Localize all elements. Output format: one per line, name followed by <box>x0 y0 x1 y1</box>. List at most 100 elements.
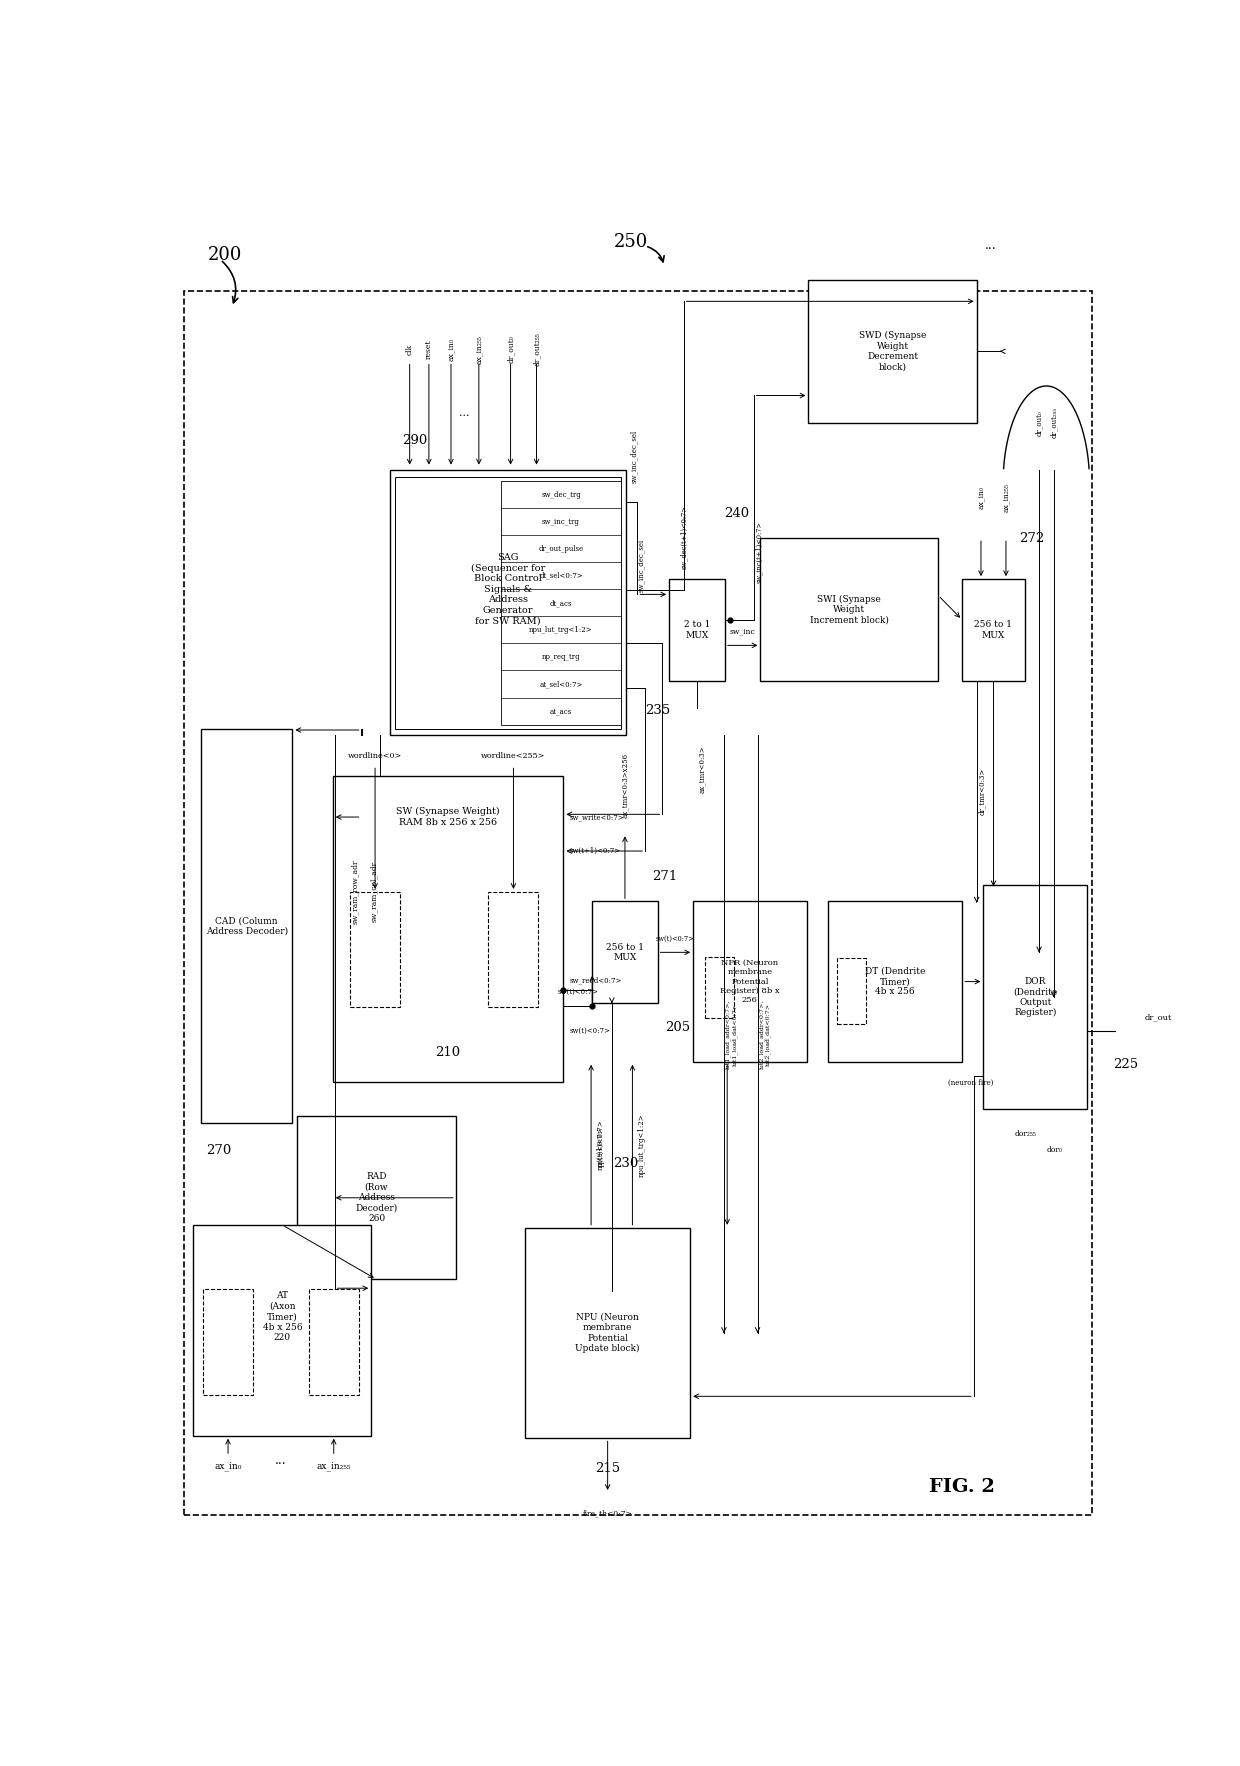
Text: npu_lut_trg<1:2>: npu_lut_trg<1:2> <box>639 1113 646 1176</box>
Text: dt_acs: dt_acs <box>549 599 573 608</box>
Bar <box>193 1226 371 1436</box>
Text: sw_ram_col_adr: sw_ram_col_adr <box>370 862 378 922</box>
Text: sw_inc(t+1)<0:7>: sw_inc(t+1)<0:7> <box>754 521 763 583</box>
Text: 225: 225 <box>1114 1058 1138 1072</box>
Text: SWI (Synapse
Weight
Increment block): SWI (Synapse Weight Increment block) <box>810 595 889 625</box>
Text: ax_in₂₅₅: ax_in₂₅₅ <box>475 336 482 364</box>
Text: sw_inc: sw_inc <box>730 627 755 636</box>
Text: DOR
(Dendrite
Output
Register): DOR (Dendrite Output Register) <box>1013 977 1058 1017</box>
Bar <box>593 901 657 1003</box>
Text: ax_in₀: ax_in₀ <box>446 337 455 360</box>
Text: SWD (Synapse
Weight
Decrement
block): SWD (Synapse Weight Decrement block) <box>859 332 926 371</box>
Bar <box>350 892 401 1007</box>
Text: 240: 240 <box>724 507 749 521</box>
Text: dr_out₂₅₅: dr_out₂₅₅ <box>532 332 541 366</box>
Bar <box>760 539 939 682</box>
Text: 256 to 1
MUX: 256 to 1 MUX <box>975 620 1013 639</box>
Bar <box>203 1289 253 1395</box>
Text: 2 to 1
MUX: 2 to 1 MUX <box>683 620 711 639</box>
Text: dr_out₀: dr_out₀ <box>1035 410 1043 436</box>
Text: 270: 270 <box>206 1144 231 1157</box>
Text: sw_ram_row_adr: sw_ram_row_adr <box>351 860 358 924</box>
Text: lut1_load_addr<0:7>,
lut1_load_dat<0:7>: lut1_load_addr<0:7>, lut1_load_dat<0:7> <box>725 1000 738 1068</box>
Bar <box>332 777 563 1083</box>
Bar <box>391 470 626 735</box>
Text: sw_inc_dec_sel: sw_inc_dec_sel <box>630 431 637 484</box>
Bar <box>837 959 866 1024</box>
Bar <box>828 901 962 1061</box>
Text: sw(t)<0:7>: sw(t)<0:7> <box>569 1026 610 1035</box>
Text: np(t+1)<0:7>: np(t+1)<0:7> <box>596 1120 605 1171</box>
Text: SAG
(Sequencer for
Block Control
Signals &
Address
Generator
for SW RAM): SAG (Sequencer for Block Control Signals… <box>471 553 546 625</box>
Text: 256 to 1
MUX: 256 to 1 MUX <box>606 943 644 962</box>
Text: ax_in₀: ax_in₀ <box>215 1460 242 1471</box>
Text: ax_in₂₅₅: ax_in₂₅₅ <box>316 1460 351 1471</box>
Text: NPU (Neuron
membrane
Potential
Update block): NPU (Neuron membrane Potential Update bl… <box>575 1312 640 1353</box>
Text: 215: 215 <box>595 1462 620 1475</box>
Text: 235: 235 <box>645 705 671 717</box>
Text: at_sel<0:7>: at_sel<0:7> <box>539 680 583 689</box>
Text: sw_read<0:7>: sw_read<0:7> <box>569 977 621 984</box>
Text: (neuron fire): (neuron fire) <box>949 1079 993 1086</box>
Bar <box>983 885 1087 1109</box>
Text: fire_th<0:7>: fire_th<0:7> <box>583 1510 632 1517</box>
Text: 290: 290 <box>402 434 428 447</box>
Text: 272: 272 <box>1019 532 1044 544</box>
Text: np_req_trg: np_req_trg <box>542 653 580 660</box>
Text: dt_sel<0:7>: dt_sel<0:7> <box>539 572 583 579</box>
Text: 271: 271 <box>652 871 677 883</box>
Text: sw_dec_trg: sw_dec_trg <box>541 491 580 498</box>
Text: CAD (Column
Address Decoder): CAD (Column Address Decoder) <box>206 917 288 936</box>
Text: sw(t+1)<0:7>: sw(t+1)<0:7> <box>569 848 620 855</box>
Bar <box>501 480 621 724</box>
Text: sw_inc_trg: sw_inc_trg <box>542 517 580 526</box>
Bar <box>396 477 621 729</box>
Bar <box>201 729 293 1123</box>
Text: dor₀: dor₀ <box>1047 1146 1063 1155</box>
Text: sw_dec(t+1)<0:7>: sw_dec(t+1)<0:7> <box>680 505 687 569</box>
Text: sw_write<0:7>: sw_write<0:7> <box>569 812 624 821</box>
Text: lut2_load_addr<0:7>,
lut2_load_dat<0:7>: lut2_load_addr<0:7>, lut2_load_dat<0:7> <box>759 1000 771 1068</box>
Text: wordline<0>: wordline<0> <box>348 752 402 759</box>
Text: 200: 200 <box>208 247 242 265</box>
Bar <box>808 281 977 422</box>
Text: wordline<255>: wordline<255> <box>481 752 546 759</box>
Text: SW (Synapse Weight)
RAM 8b x 256 x 256: SW (Synapse Weight) RAM 8b x 256 x 256 <box>397 807 500 826</box>
Text: dr_out₂₅₅: dr_out₂₅₅ <box>1049 408 1058 438</box>
Text: 230: 230 <box>614 1157 639 1171</box>
Bar <box>693 901 806 1061</box>
Bar <box>704 957 734 1019</box>
Text: ...: ... <box>459 408 470 419</box>
Text: ax_tmr<0:3>x256: ax_tmr<0:3>x256 <box>621 754 629 818</box>
Text: sw(t)<0:7>: sw(t)<0:7> <box>558 989 598 996</box>
Text: reset: reset <box>425 339 433 358</box>
Text: ax_tmr<0:3>: ax_tmr<0:3> <box>698 745 706 793</box>
Text: AT
(Axon
Timer)
4b x 256
220: AT (Axon Timer) 4b x 256 220 <box>263 1291 303 1342</box>
Text: ax_in₂₅₅: ax_in₂₅₅ <box>1002 484 1009 512</box>
Bar <box>298 1116 456 1279</box>
Text: ax_in₀: ax_in₀ <box>977 486 985 509</box>
Bar <box>489 892 538 1007</box>
Bar <box>962 579 1024 682</box>
Text: dr_out: dr_out <box>1145 1014 1172 1021</box>
Text: dr_out_pulse: dr_out_pulse <box>538 544 584 553</box>
Text: dr_tmr<0:3>: dr_tmr<0:3> <box>978 768 987 814</box>
Text: 210: 210 <box>435 1045 461 1060</box>
Text: NPR (Neuron
membrane
Potential
Register) 8b x
256: NPR (Neuron membrane Potential Register)… <box>720 959 780 1005</box>
Text: npu_lut_trg<1:2>: npu_lut_trg<1:2> <box>529 625 593 634</box>
Text: RAD
(Row
Address
Decoder)
260: RAD (Row Address Decoder) 260 <box>356 1173 398 1224</box>
Text: FIG. 2: FIG. 2 <box>929 1478 996 1496</box>
Bar <box>525 1227 691 1439</box>
Text: 205: 205 <box>666 1021 691 1035</box>
Text: 250: 250 <box>614 233 647 251</box>
Text: at_acs: at_acs <box>549 706 572 715</box>
Text: sw_inc_dec_sel: sw_inc_dec_sel <box>637 539 645 592</box>
Text: clk: clk <box>405 344 414 355</box>
Text: DT (Dendrite
Timer)
4b x 256: DT (Dendrite Timer) 4b x 256 <box>864 966 925 996</box>
Bar <box>309 1289 358 1395</box>
Text: dor₂₅₅: dor₂₅₅ <box>1014 1130 1037 1137</box>
Text: sw(t)<0:7>: sw(t)<0:7> <box>656 934 694 943</box>
Text: dr_out₀: dr_out₀ <box>507 336 515 364</box>
Bar <box>670 579 725 682</box>
Text: ...: ... <box>986 240 997 253</box>
